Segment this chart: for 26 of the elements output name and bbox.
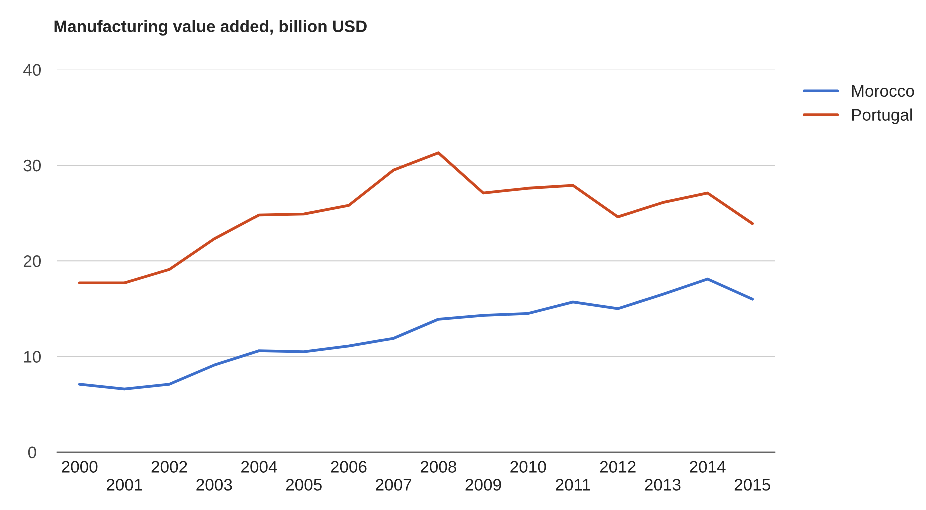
x-tick-label: 2012 (600, 461, 636, 473)
x-tick-label: 2007 (376, 479, 412, 491)
x-tick-label: 2008 (420, 461, 456, 473)
y-tick-label: 10 (24, 351, 42, 363)
y-tick-label: 40 (24, 64, 42, 76)
x-tick-label: 2004 (242, 461, 278, 473)
y-tick-label: 30 (24, 160, 42, 172)
y-tick-label: 20 (24, 256, 42, 268)
x-tick-label: 2014 (690, 461, 726, 473)
x-tick-label: 2000 (62, 461, 98, 473)
x-tick-label: 2006 (331, 461, 367, 473)
x-tick-label: 2013 (645, 479, 681, 491)
legend-label: Morocco (852, 85, 914, 98)
line-series (78, 152, 754, 285)
line-series (78, 278, 754, 391)
x-tick-label: 2002 (152, 461, 188, 473)
x-tick-label: 2003 (196, 479, 232, 491)
x-tick-label: 2001 (106, 479, 142, 491)
legend-label: Portugal (852, 108, 912, 124)
x-tick-label: 2015 (734, 479, 770, 491)
x-tick-label: 2009 (466, 479, 502, 491)
x-tick-label: 2010 (510, 461, 546, 473)
x-tick-label: 2011 (556, 479, 590, 491)
x-tick-label: 2005 (286, 479, 322, 491)
y-tick-label: 0 (28, 446, 36, 459)
chart-title: Manufacturing value added, billion USD (54, 20, 367, 36)
